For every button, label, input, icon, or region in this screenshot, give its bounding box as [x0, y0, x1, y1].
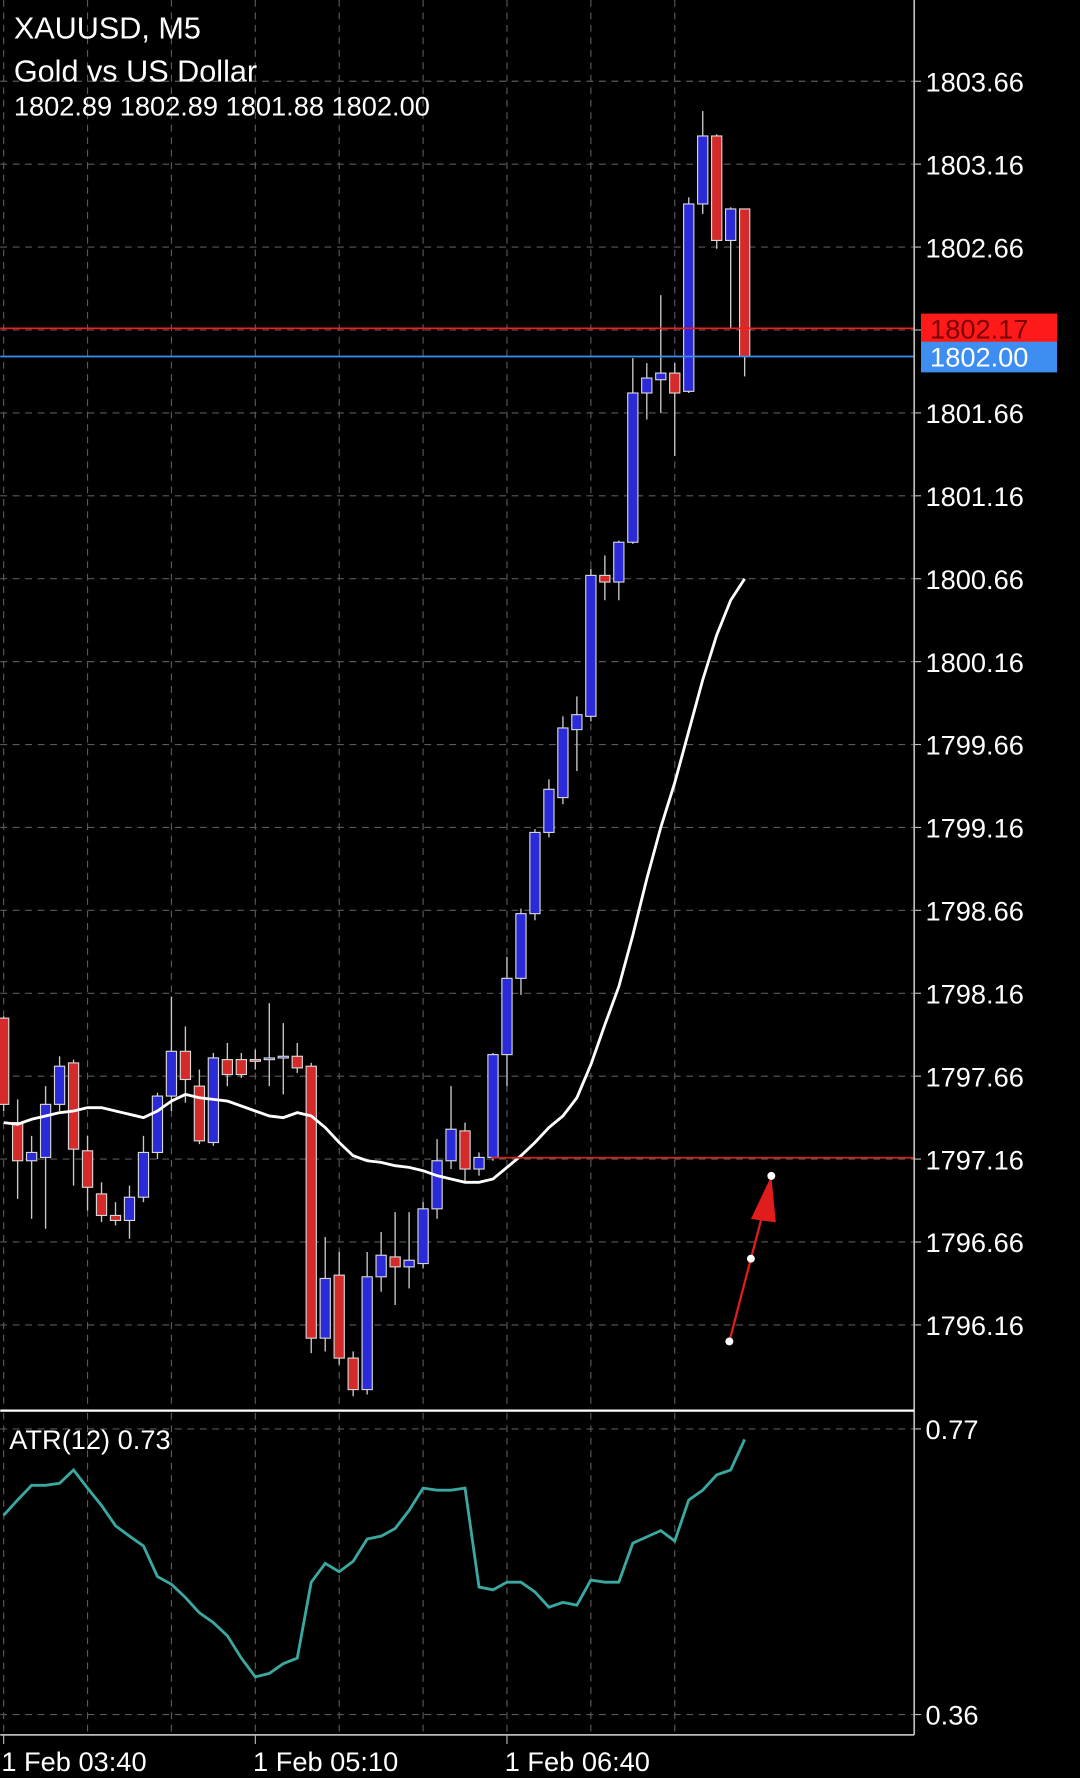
- y-tick-label: 1803.16: [926, 149, 1024, 180]
- candle-body-up: [529, 831, 541, 915]
- candle-body-up: [641, 377, 653, 394]
- candle-body-up: [361, 1276, 373, 1391]
- candle-body-down: [738, 208, 751, 358]
- y-tick-label: 1797.66: [926, 1061, 1024, 1092]
- candle-body-down: [711, 135, 723, 242]
- arrow-handle: [746, 1254, 755, 1263]
- indicator-line: [2, 1438, 746, 1679]
- y-tick-label: 1799.66: [926, 730, 1024, 761]
- candle-body-down: [235, 1059, 248, 1076]
- candle-body-up: [403, 1259, 415, 1268]
- candle-body-down: [81, 1150, 94, 1188]
- candle-body-up: [571, 714, 583, 731]
- y-tick-label: 1801.16: [926, 481, 1024, 512]
- label-layer: 1 Feb 03:40 1 Feb 05:10 1 Feb 06:40 1796.16…: [1, 66, 1058, 1777]
- price-label: 1802.00: [930, 342, 1028, 373]
- arrow-handle: [725, 1337, 734, 1346]
- y-tick-label: 0.77: [926, 1414, 979, 1445]
- symbol-title: XAUUSD, M5: [14, 12, 201, 46]
- candle-body-up: [697, 135, 709, 205]
- candle-body-up: [25, 1151, 38, 1162]
- symbol-description: Gold vs US Dollar: [14, 55, 257, 89]
- candle-body-down: [669, 372, 681, 394]
- plot-layer: [0, 111, 915, 1679]
- candle-body-up: [501, 977, 513, 1056]
- candle-body-up: [123, 1196, 136, 1222]
- y-tick-label: 1802.66: [926, 232, 1024, 263]
- candle-body-down: [305, 1065, 317, 1339]
- candle-body-up: [473, 1156, 485, 1170]
- candle-body-up: [137, 1151, 150, 1198]
- candle-body-up: [613, 541, 625, 583]
- candle-body-up: [487, 1054, 499, 1158]
- candle-body-down: [11, 1122, 24, 1162]
- candle-body-up: [627, 392, 639, 543]
- candle-body-down: [333, 1274, 345, 1359]
- candle-body-down: [193, 1085, 206, 1142]
- indicator-title: ATR(12) 0.73: [9, 1424, 170, 1455]
- candle-body-down: [109, 1214, 122, 1222]
- candle-body-up: [683, 203, 695, 392]
- candle-body-down: [95, 1193, 108, 1217]
- y-tick-label: 1799.16: [926, 813, 1024, 844]
- price-label-box: [921, 341, 1058, 373]
- candle-body-up: [375, 1254, 387, 1278]
- candle-body-down: [67, 1062, 80, 1150]
- candle-body-up: [655, 372, 667, 381]
- y-tick-label: 0.36: [926, 1700, 979, 1731]
- candle-body-up: [445, 1128, 457, 1162]
- y-tick-label: 1801.66: [926, 398, 1024, 429]
- candle-body-up: [53, 1065, 66, 1105]
- y-tick-label: 1798.16: [926, 978, 1024, 1009]
- y-tick-label: 1803.66: [926, 66, 1024, 97]
- candle-body-up: [557, 727, 569, 799]
- price-label: 1802.17: [930, 314, 1028, 345]
- candle-body-up: [417, 1208, 429, 1265]
- candle-body-up: [277, 1055, 289, 1059]
- candle-body-down: [0, 1017, 10, 1105]
- y-tick-label: 1800.66: [926, 564, 1024, 595]
- candle-body-down: [291, 1055, 303, 1069]
- candle-body-down: [179, 1050, 192, 1081]
- y-tick-label: 1800.16: [926, 647, 1024, 678]
- candle-body-up: [543, 788, 555, 833]
- x-tick-label: 1 Feb 06:40: [505, 1746, 650, 1777]
- arrow-head: [750, 1175, 776, 1223]
- candle-body-down: [389, 1256, 401, 1268]
- price-label-box: [921, 313, 1058, 345]
- ohlc-readout: 1802.89 1802.89 1801.88 1802.00: [14, 91, 430, 122]
- candle-body-up: [319, 1277, 331, 1339]
- y-tick-label: 1796.16: [926, 1310, 1024, 1341]
- candle-body-down: [249, 1059, 261, 1062]
- candle-body-up: [515, 913, 527, 979]
- y-tick-label: 1797.16: [926, 1144, 1024, 1175]
- candle-body-up: [431, 1160, 443, 1210]
- arrow-handle: [767, 1171, 776, 1180]
- candle-body-up: [725, 208, 737, 242]
- candle-body-up: [263, 1057, 275, 1061]
- candle-body-down: [221, 1059, 234, 1076]
- candle-body-up: [165, 1050, 178, 1097]
- x-tick-label: 1 Feb 03:40: [1, 1746, 146, 1777]
- candle-body-up: [151, 1095, 164, 1154]
- y-tick-label: 1798.66: [926, 896, 1024, 927]
- y-tick-label: 1796.66: [926, 1227, 1024, 1258]
- candle-body-down: [459, 1130, 471, 1170]
- x-tick-label: 1 Feb 05:10: [253, 1746, 398, 1777]
- candle-body-up: [39, 1103, 52, 1158]
- candle-body-down: [599, 574, 611, 583]
- candle-body-down: [347, 1357, 359, 1391]
- candle-body-up: [585, 574, 597, 717]
- moving-average: [3, 577, 746, 1184]
